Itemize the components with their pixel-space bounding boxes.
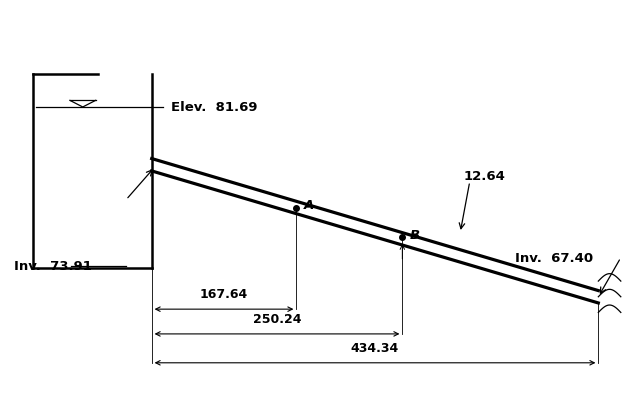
Text: B: B <box>410 229 420 242</box>
Text: Elev.  81.69: Elev. 81.69 <box>171 101 258 114</box>
Text: Inv.  67.40: Inv. 67.40 <box>515 252 593 264</box>
Text: A: A <box>304 199 314 212</box>
Text: Inv.  73.91: Inv. 73.91 <box>14 260 91 273</box>
Text: 167.64: 167.64 <box>200 287 248 300</box>
Text: 12.64: 12.64 <box>464 169 506 182</box>
Text: 434.34: 434.34 <box>351 341 399 354</box>
Text: 250.24: 250.24 <box>252 312 301 325</box>
